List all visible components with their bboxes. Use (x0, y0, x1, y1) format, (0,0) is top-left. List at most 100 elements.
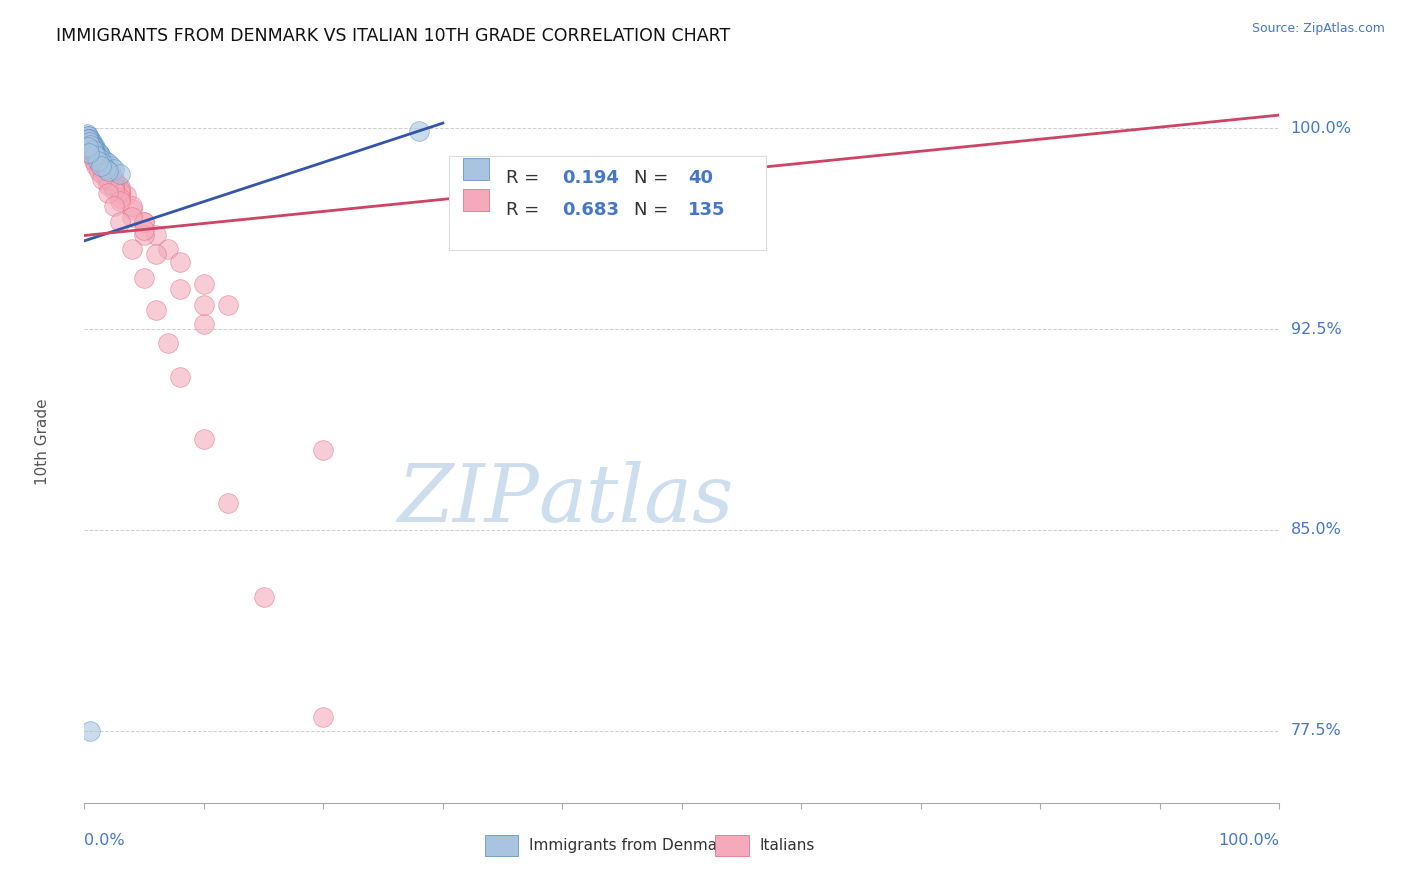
Point (86, 156, 108, 170)
Point (83, 145, 105, 160)
Text: 77.5%: 77.5% (1291, 723, 1341, 738)
Point (103, 199, 125, 213)
Point (169, 370, 191, 384)
Text: 85.0%: 85.0% (1291, 523, 1341, 537)
Point (132, 271, 156, 285)
Point (312, 710, 335, 724)
Text: R =: R = (506, 202, 546, 219)
Point (80, 143, 103, 157)
Point (193, 317, 215, 331)
Point (89, 148, 111, 162)
Point (82, 140, 104, 154)
Point (77, 145, 100, 160)
Point (83, 148, 105, 162)
Point (83, 143, 105, 157)
Point (91, 164, 114, 178)
Point (76, 127, 98, 141)
Point (217, 496, 239, 510)
Point (86, 153, 108, 168)
Point (110, 183, 132, 197)
Point (217, 298, 239, 312)
FancyBboxPatch shape (463, 189, 489, 211)
Point (107, 178, 129, 192)
Point (84, 140, 107, 154)
FancyBboxPatch shape (716, 835, 749, 855)
Point (94, 167, 117, 181)
Point (79, 723, 101, 738)
Point (87, 164, 110, 178)
Point (103, 183, 125, 197)
Point (103, 180, 125, 194)
FancyBboxPatch shape (449, 156, 766, 250)
Point (97, 169, 120, 184)
Text: 0.194: 0.194 (562, 169, 619, 186)
Text: 40: 40 (688, 169, 713, 186)
Point (87, 151, 110, 165)
Point (82, 145, 104, 160)
Text: R =: R = (506, 169, 546, 186)
Point (79, 143, 101, 157)
Point (97, 172, 120, 186)
Point (115, 188, 138, 202)
Point (97, 172, 120, 186)
Point (193, 277, 215, 291)
Point (94, 161, 117, 176)
Point (77, 129, 100, 144)
Point (97, 186, 120, 200)
Point (86, 145, 108, 160)
Point (132, 223, 156, 237)
Point (82, 145, 104, 160)
Point (145, 228, 167, 243)
Point (89, 151, 111, 165)
Point (77, 137, 100, 152)
Point (94, 167, 117, 181)
Text: 135: 135 (688, 202, 725, 219)
Point (77, 129, 100, 144)
Point (103, 178, 125, 192)
Point (145, 303, 167, 318)
Point (77, 140, 100, 154)
Point (193, 298, 215, 312)
Text: 100.0%: 100.0% (1219, 833, 1279, 848)
Point (76, 132, 98, 146)
Point (132, 215, 156, 229)
Point (94, 161, 117, 176)
Point (79, 132, 101, 146)
Point (86, 148, 108, 162)
Text: 0.0%: 0.0% (84, 833, 125, 848)
Point (97, 167, 120, 181)
Point (79, 140, 101, 154)
Point (80, 137, 103, 152)
Point (77, 135, 100, 149)
Point (91, 156, 114, 170)
Point (84, 145, 107, 160)
Point (77, 135, 100, 149)
Point (82, 137, 104, 152)
Point (90, 153, 112, 168)
Point (100, 159, 122, 173)
Point (77, 132, 100, 146)
Point (157, 242, 180, 256)
Point (77, 135, 100, 149)
Point (87, 156, 110, 170)
Point (94, 167, 117, 181)
Point (82, 143, 104, 157)
Point (91, 161, 114, 176)
FancyBboxPatch shape (463, 158, 489, 180)
Point (86, 151, 108, 165)
Point (80, 140, 103, 154)
Point (86, 143, 108, 157)
Point (408, 124, 430, 138)
Point (91, 161, 114, 176)
Point (83, 153, 105, 168)
Point (86, 148, 108, 162)
Point (86, 153, 108, 168)
Point (91, 167, 114, 181)
Point (87, 145, 110, 160)
Text: Immigrants from Denmark: Immigrants from Denmark (529, 838, 733, 853)
Point (97, 172, 120, 186)
Point (79, 140, 101, 154)
Text: N =: N = (634, 169, 673, 186)
Point (83, 140, 105, 154)
Point (121, 202, 143, 216)
